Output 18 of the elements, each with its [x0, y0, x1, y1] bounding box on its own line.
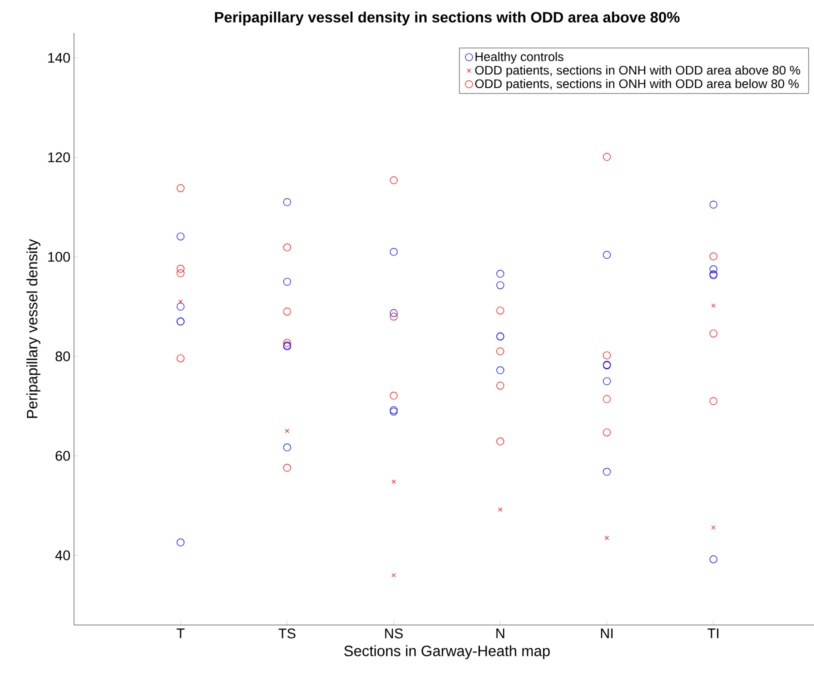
x-tick-label: T [176, 628, 185, 638]
x-tick-label: NI [601, 628, 613, 638]
x-tick-label: N [496, 628, 504, 638]
y-tick-label: 100 [48, 252, 70, 262]
x-tick-label: TS [278, 628, 296, 638]
legend-label: Healthy controls [476, 52, 564, 64]
y-tick-label: 120 [48, 152, 70, 162]
y-tick-label: 140 [48, 52, 70, 63]
x-tick-label: NS [385, 628, 403, 638]
legend-label: ODD patients, sections in ONH with ODD area below 80 % [475, 78, 799, 91]
y-tick-label: 40 [55, 550, 70, 560]
y-tick-label: 80 [56, 351, 70, 362]
x-axis-title: Sections in Garway-Heath map [344, 645, 550, 660]
x-tick-label: TI [708, 628, 718, 638]
chart-title: Peripapillary vessel density in sections with ODD area above 80% [215, 12, 680, 26]
legend-label: ODD patients, sections in ONH with ODD area above 80 % [475, 65, 800, 78]
y-tick-label: 60 [56, 450, 70, 461]
y-axis-title: Peripapillary vessel density [26, 238, 40, 418]
